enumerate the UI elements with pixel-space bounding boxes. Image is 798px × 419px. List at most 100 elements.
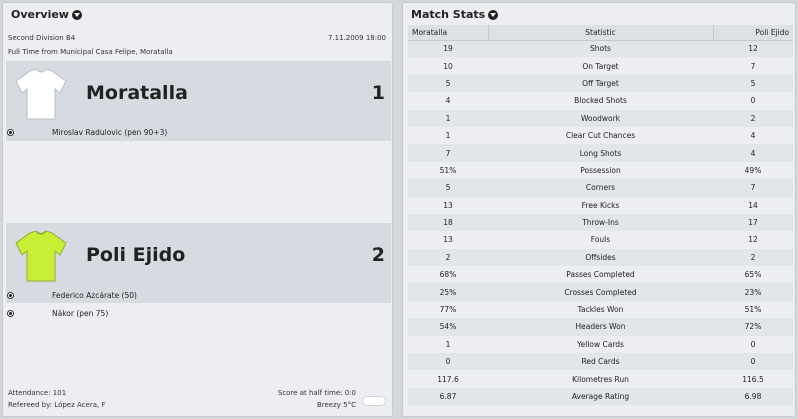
competition-label: Second Division B4: [8, 34, 76, 42]
away-scorer-row: Nákor (pen 75): [7, 306, 108, 320]
away-value: 65%: [713, 266, 793, 284]
statistic-name: Woodwork: [488, 109, 713, 127]
ball-icon: [7, 128, 14, 136]
referee-label[interactable]: Refereed by: López Acera, F: [8, 401, 106, 409]
table-row: 13 Fouls 12: [408, 231, 793, 249]
away-shirt-icon: [15, 230, 67, 282]
statistic-name: Crosses Completed: [488, 283, 713, 301]
statistic-name: Free Kicks: [488, 196, 713, 214]
away-value: 0: [713, 353, 793, 371]
home-value: 77%: [408, 300, 488, 319]
match-stats-panel: Match Stats Moratalla Statistic Poli Eji…: [402, 2, 796, 417]
table-row: 4 Blocked Shots 0: [408, 92, 793, 110]
statistic-name: Possession: [488, 161, 713, 180]
ball-icon: [7, 291, 14, 299]
away-value: 0: [713, 92, 793, 110]
statistic-name: Headers Won: [488, 318, 713, 336]
statistic-name: Yellow Cards: [488, 335, 713, 354]
away-scorer-row: Federico Azcárate (50): [7, 288, 137, 302]
away-scorer-2[interactable]: Nákor (pen 75): [52, 308, 109, 318]
match-stats-table: Moratalla Statistic Poli Ejido 19 Shots 12…: [408, 25, 793, 406]
table-row: 5 Off Target 5: [408, 74, 793, 93]
header-away-team[interactable]: Poli Ejido: [713, 25, 793, 41]
header-home-team[interactable]: Moratalla: [408, 25, 489, 41]
away-value: 0: [713, 335, 793, 354]
away-value: 12: [713, 40, 793, 58]
table-row: 1 Woodwork 2: [408, 109, 793, 127]
statistic-name: Long Shots: [488, 144, 713, 162]
home-value: 6.87: [408, 387, 488, 406]
overview-title[interactable]: Overview: [11, 8, 82, 21]
away-value: 49%: [713, 161, 793, 180]
home-team-score: 1: [371, 82, 385, 104]
home-value: 117.6: [408, 370, 488, 388]
statistic-name: Tackles Won: [488, 300, 713, 319]
table-row: 68% Passes Completed 65%: [408, 266, 793, 284]
weather-label: Breezy 5°C: [316, 401, 356, 409]
home-value: 18: [408, 213, 488, 232]
away-value: 17: [713, 213, 793, 232]
statistic-name: Average Rating: [488, 387, 713, 406]
overview-title-label: Overview: [11, 8, 69, 21]
home-value: 10: [408, 57, 488, 75]
table-row: 18 Throw-Ins 17: [408, 213, 793, 232]
half-time-score: Score at half time: 0:0: [277, 389, 356, 397]
table-row: 1 Yellow Cards 0: [408, 335, 793, 354]
statistic-name: On Target: [488, 57, 713, 75]
statistic-name: Throw-Ins: [488, 213, 713, 232]
home-value: 1: [408, 109, 488, 127]
table-row: 19 Shots 12: [408, 40, 793, 58]
table-row: 7 Long Shots 4: [408, 144, 793, 162]
away-value: 12: [713, 231, 793, 249]
home-value: 13: [408, 231, 488, 249]
table-row: 77% Tackles Won 51%: [408, 300, 793, 319]
chevron-down-icon[interactable]: [488, 9, 499, 20]
table-row: 13 Free Kicks 14: [408, 196, 793, 214]
table-row: 1 Clear Cut Chances 4: [408, 126, 793, 145]
match-datetime: 7.11.2009 18:00: [327, 34, 386, 42]
away-scorer-1[interactable]: Federico Azcárate (50): [52, 290, 137, 300]
home-value: 5: [408, 74, 488, 93]
statistic-name: Kilometres Run: [488, 370, 713, 388]
chevron-down-icon[interactable]: [71, 9, 82, 20]
home-team-name[interactable]: Moratalla: [86, 82, 188, 104]
home-value: 68%: [408, 266, 488, 284]
overview-panel: Overview Second Division B4 7.11.2009 18…: [2, 2, 393, 417]
table-row: 25% Crosses Completed 23%: [408, 283, 793, 301]
statistic-name: Corners: [488, 179, 713, 197]
attendance-label: Attendance: 101: [8, 389, 67, 397]
away-value: 7: [713, 57, 793, 75]
statistic-name: Red Cards: [488, 353, 713, 371]
statistic-name: Clear Cut Chances: [488, 126, 713, 145]
away-value: 2: [713, 248, 793, 267]
header-statistic[interactable]: Statistic: [488, 25, 714, 41]
away-value: 2: [713, 109, 793, 127]
home-scorer-1[interactable]: Miroslav Radulovic (pen 90+3): [52, 127, 168, 137]
match-stats-body: 19 Shots 12 10 On Target 7 5 Off Target 5 4 Blocke…: [408, 40, 793, 406]
table-row: 5 Corners 7: [408, 179, 793, 197]
home-value: 19: [408, 40, 488, 58]
venue-line: Full Time from Municipal Casa Felipe, Mo…: [8, 48, 173, 56]
home-team-block: Moratalla 1: [6, 61, 391, 141]
match-stats-title[interactable]: Match Stats: [411, 8, 499, 21]
table-row: 51% Possession 49%: [408, 161, 793, 180]
statistic-name: Offsides: [488, 248, 713, 267]
home-value: 51%: [408, 161, 488, 180]
away-value: 116.5: [713, 370, 793, 388]
cloud-icon: [362, 396, 386, 406]
table-row: 6.87 Average Rating 6.98: [408, 387, 793, 406]
away-team-name[interactable]: Poli Ejido: [86, 244, 186, 266]
home-value: 2: [408, 248, 488, 267]
statistic-name: Off Target: [488, 74, 713, 93]
table-row: 0 Red Cards 0: [408, 353, 793, 371]
away-value: 72%: [713, 318, 793, 336]
home-value: 7: [408, 144, 488, 162]
away-value: 5: [713, 74, 793, 93]
away-team-score: 2: [371, 244, 385, 266]
away-team-block: Poli Ejido 2: [6, 223, 391, 303]
statistic-name: Passes Completed: [488, 266, 713, 284]
statistic-name: Shots: [488, 40, 713, 58]
statistic-name: Blocked Shots: [488, 92, 713, 110]
home-value: 5: [408, 179, 488, 197]
home-value: 25%: [408, 283, 488, 301]
